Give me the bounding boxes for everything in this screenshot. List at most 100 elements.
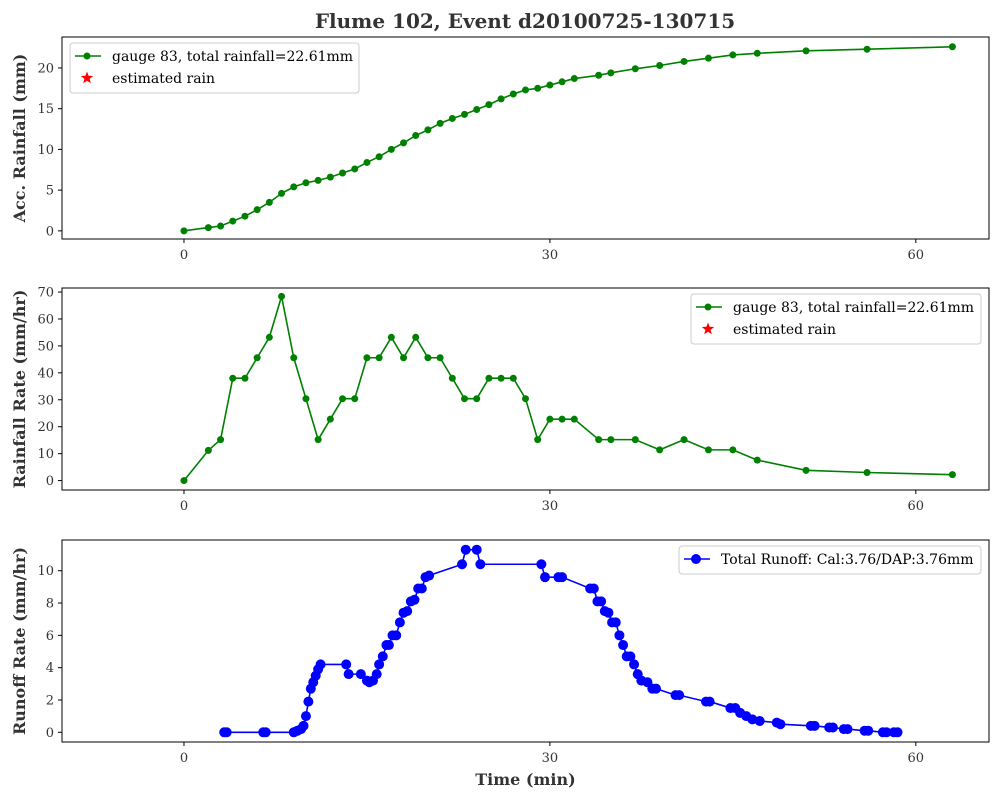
data-point (863, 725, 874, 736)
data-point (375, 354, 383, 362)
data-point (351, 395, 359, 403)
data-point (300, 711, 311, 722)
data-point (424, 570, 435, 581)
data-point (302, 395, 310, 403)
data-point (424, 354, 432, 362)
data-point (656, 62, 664, 70)
data-point (863, 468, 871, 476)
data-point (436, 354, 444, 362)
data-point (241, 212, 249, 220)
data-point (394, 617, 405, 628)
data-point (290, 354, 298, 362)
data-point (460, 544, 471, 555)
y-tick-label: 10 (37, 143, 54, 158)
data-point (371, 669, 382, 680)
data-point (363, 158, 371, 166)
data-point (753, 49, 761, 57)
data-point (631, 65, 639, 73)
data-point (229, 374, 237, 382)
data-point (391, 630, 402, 641)
data-point (546, 415, 554, 423)
data-point (461, 395, 469, 403)
legend-marker (691, 554, 701, 564)
series-1-1 (180, 43, 956, 235)
data-point (948, 43, 956, 51)
data-point (809, 720, 820, 731)
data-point (400, 139, 408, 147)
x-tick-label: 60 (908, 248, 925, 263)
data-point (383, 640, 394, 651)
panel-2: 0 30 60 0 10 20 30 40 50 60 70 Rainfall Rate (mm/hr… (10, 286, 990, 514)
y-tick-label: 5 (46, 184, 54, 199)
data-point (387, 145, 395, 153)
legend-star-marker (80, 71, 94, 84)
data-point (618, 640, 629, 651)
data-point (588, 583, 599, 594)
data-point (485, 101, 493, 109)
data-point (473, 395, 481, 403)
data-point (704, 696, 715, 707)
data-point (754, 715, 765, 726)
data-point (326, 415, 334, 423)
data-point (341, 659, 352, 670)
data-point (416, 583, 427, 594)
data-point (509, 374, 517, 382)
legend-entry-label: Total Runoff: Cal:3.76/DAP:3.76mm (721, 552, 974, 568)
data-point (326, 173, 334, 181)
legend-frame (690, 293, 982, 345)
data-point (473, 105, 481, 113)
data-point (607, 69, 615, 77)
y-tick-label: 15 (37, 102, 54, 117)
data-point (409, 594, 420, 605)
data-point (522, 86, 529, 94)
legend-entry-label: gauge 83, total rainfall=22.61mm (112, 49, 353, 65)
y-tick-label: 6 (46, 629, 54, 644)
data-point (363, 354, 371, 362)
data-point (509, 90, 517, 98)
y-axis-label: Runoff Rate (mm/hr) (10, 547, 29, 735)
data-point (497, 374, 505, 382)
data-point (204, 224, 212, 232)
x-tick-label: 0 (180, 248, 188, 263)
data-point (497, 95, 505, 103)
data-point (457, 559, 468, 570)
data-point (753, 456, 761, 464)
data-point (570, 415, 578, 423)
data-point (802, 47, 810, 55)
data-point (631, 436, 639, 444)
y-tick-label: 50 (37, 339, 54, 354)
x-axis-label: Time (min) (475, 770, 575, 789)
data-point (265, 198, 273, 206)
legend-marker (704, 303, 712, 311)
x-tick-label: 30 (542, 248, 559, 263)
data-point (704, 54, 712, 62)
y-tick-label: 70 (37, 286, 54, 301)
data-point (625, 651, 636, 662)
x-tick-label: 60 (908, 751, 925, 766)
data-point (314, 436, 322, 444)
legend-star-marker (701, 322, 715, 335)
legend: Total Runoff: Cal:3.76/DAP:3.76mm (678, 545, 982, 575)
data-point (603, 607, 614, 618)
data-point (485, 374, 493, 382)
data-point (656, 446, 664, 454)
data-point (339, 169, 347, 177)
data-point (400, 354, 408, 362)
data-point (595, 71, 603, 79)
data-point (536, 559, 547, 570)
y-tick-label: 60 (37, 312, 54, 327)
data-point (651, 683, 662, 694)
data-point (412, 132, 420, 140)
data-point (241, 374, 249, 382)
data-point (557, 572, 568, 583)
data-point (534, 436, 542, 444)
data-point (424, 126, 432, 134)
data-point (339, 395, 347, 403)
legend: gauge 83, total rainfall=22.61mm estimate… (69, 42, 360, 94)
plot-frame (61, 36, 990, 240)
data-point (412, 333, 420, 341)
data-point (881, 727, 892, 738)
data-point (614, 630, 625, 641)
